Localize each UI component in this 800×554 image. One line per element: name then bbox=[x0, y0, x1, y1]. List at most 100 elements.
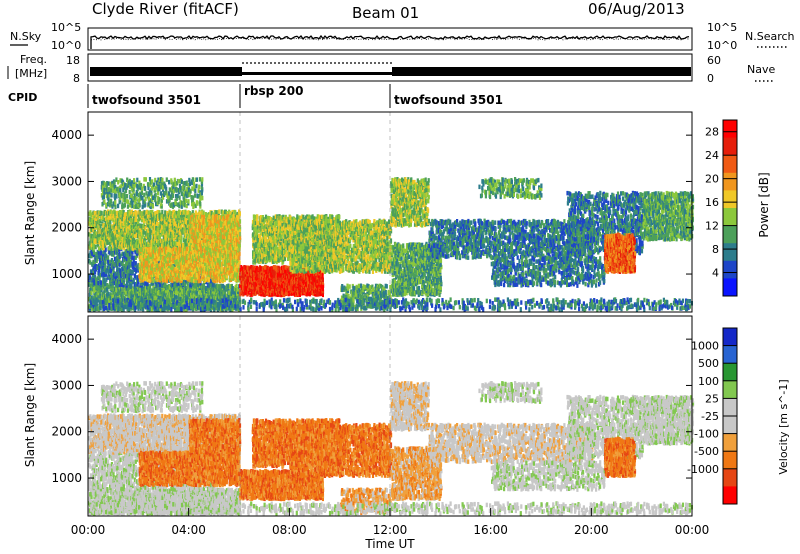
power-cell-853 bbox=[192, 297, 195, 303]
noise-tick-left-top: 10^5 bbox=[51, 21, 81, 34]
power-cell-619 bbox=[165, 284, 168, 290]
power-cell-2253 bbox=[208, 282, 211, 287]
power-cell-2934 bbox=[140, 217, 143, 223]
power-cell-2875 bbox=[135, 221, 138, 226]
power-cell-2349 bbox=[93, 243, 96, 248]
power-cell-2416 bbox=[99, 218, 102, 224]
power-cell-2609 bbox=[115, 218, 118, 223]
power-cell-3024 bbox=[147, 218, 150, 224]
power-cell-1358 bbox=[100, 259, 103, 264]
power-cell-258 bbox=[124, 295, 127, 301]
power-cell-4378 bbox=[154, 192, 157, 198]
power-cell-242 bbox=[122, 301, 125, 307]
power-cell-2928 bbox=[140, 243, 143, 248]
power-cell-312 bbox=[130, 295, 133, 300]
power-cell-3016 bbox=[148, 243, 151, 249]
power-cell-2203 bbox=[201, 283, 204, 288]
power-cell-1365 bbox=[100, 256, 103, 262]
power-cell-2603 bbox=[115, 235, 118, 240]
power-cell-2401 bbox=[97, 214, 100, 219]
power-cell-93 bbox=[101, 291, 104, 297]
power-cell-3110 bbox=[155, 218, 158, 223]
power-cell-1471 bbox=[113, 256, 116, 262]
power-cell-245 bbox=[121, 294, 124, 299]
power-cell-1372 bbox=[101, 261, 104, 267]
power-cell-2594 bbox=[114, 227, 117, 232]
power-cell-4423 bbox=[165, 177, 168, 182]
power-cell-2316 bbox=[90, 233, 93, 239]
power-cell-525 bbox=[155, 307, 158, 312]
power-cell-1197 bbox=[231, 306, 234, 312]
power-cell-549 bbox=[158, 288, 161, 293]
power-cell-1061 bbox=[215, 288, 218, 293]
power-cell-2853 bbox=[132, 211, 135, 217]
power-cell-1438 bbox=[110, 273, 113, 278]
power-cell-1203 bbox=[232, 290, 235, 295]
power-cell-1449 bbox=[110, 258, 113, 263]
power-cell-570 bbox=[160, 297, 163, 303]
nave-label: Nave bbox=[747, 63, 775, 76]
power-cell-4343 bbox=[146, 182, 150, 187]
power-cell-2378 bbox=[95, 222, 98, 227]
power-cell-1113 bbox=[221, 291, 224, 296]
power-cell-2709 bbox=[123, 245, 126, 251]
power-cell-4194 bbox=[114, 204, 117, 210]
power-cell-1007 bbox=[209, 289, 213, 295]
power-cell-3 bbox=[88, 293, 91, 298]
freq-tick-top: 18 bbox=[66, 54, 80, 67]
power-cell-2859 bbox=[134, 227, 137, 232]
power-cell-914 bbox=[198, 283, 202, 289]
power-cell-2872 bbox=[135, 233, 138, 239]
power-cell-2983 bbox=[144, 231, 147, 236]
power-cell-1301 bbox=[93, 280, 96, 286]
power-cell-2776 bbox=[127, 221, 130, 227]
power-cell-855 bbox=[192, 286, 195, 291]
power-cell-1488 bbox=[115, 248, 118, 253]
power-cell-382 bbox=[138, 291, 141, 296]
power-cell-1628 bbox=[131, 255, 134, 260]
power-cell-2531 bbox=[109, 244, 112, 249]
power-cell-4267 bbox=[130, 193, 133, 198]
power-cell-1546 bbox=[121, 261, 124, 267]
power-cell-38 bbox=[93, 296, 96, 301]
power-cell-1630 bbox=[131, 249, 134, 254]
power-cell-1848 bbox=[160, 279, 163, 284]
power-cell-489 bbox=[150, 294, 153, 299]
power-cell-1264 bbox=[88, 259, 91, 264]
power-cell-2750 bbox=[125, 228, 129, 233]
power-cell-4327 bbox=[143, 192, 146, 198]
power-cell-1430 bbox=[109, 279, 112, 284]
power-cell-516 bbox=[153, 287, 156, 292]
power-cell-522 bbox=[154, 291, 157, 296]
power-cell-2707 bbox=[121, 213, 124, 219]
power-cell-2921 bbox=[139, 231, 142, 236]
power-cell-4559 bbox=[198, 177, 201, 182]
power-cell-4366 bbox=[151, 204, 155, 209]
power-cell-1515 bbox=[118, 279, 121, 285]
power-cell-2796 bbox=[129, 239, 132, 244]
power-cell-233 bbox=[120, 286, 123, 292]
power-cell-4540 bbox=[192, 181, 196, 187]
power-cell-1172 bbox=[228, 290, 231, 295]
power-cell-3118 bbox=[156, 221, 159, 226]
power-cell-63 bbox=[96, 286, 99, 291]
power-cell-2933 bbox=[140, 223, 143, 229]
power-cell-2169 bbox=[197, 282, 200, 287]
power-cell-2421 bbox=[100, 236, 103, 242]
power-cell-2809 bbox=[130, 233, 133, 239]
power-cell-1508 bbox=[117, 274, 120, 280]
power-cell-4162 bbox=[107, 181, 110, 186]
frequency-frame bbox=[87, 53, 693, 82]
power-cell-292 bbox=[127, 287, 130, 293]
power-cell-2673 bbox=[119, 212, 122, 218]
power-cell-2671 bbox=[119, 217, 122, 222]
power-cell-4173 bbox=[110, 198, 113, 204]
power-cell-759 bbox=[181, 287, 184, 292]
power-cell-128 bbox=[105, 287, 108, 292]
power-cell-1663 bbox=[137, 280, 140, 285]
power-cell-4199 bbox=[115, 194, 118, 199]
power-cell-2404 bbox=[98, 237, 101, 242]
freq-band-2 bbox=[242, 72, 392, 75]
power-cell-138 bbox=[107, 291, 110, 297]
